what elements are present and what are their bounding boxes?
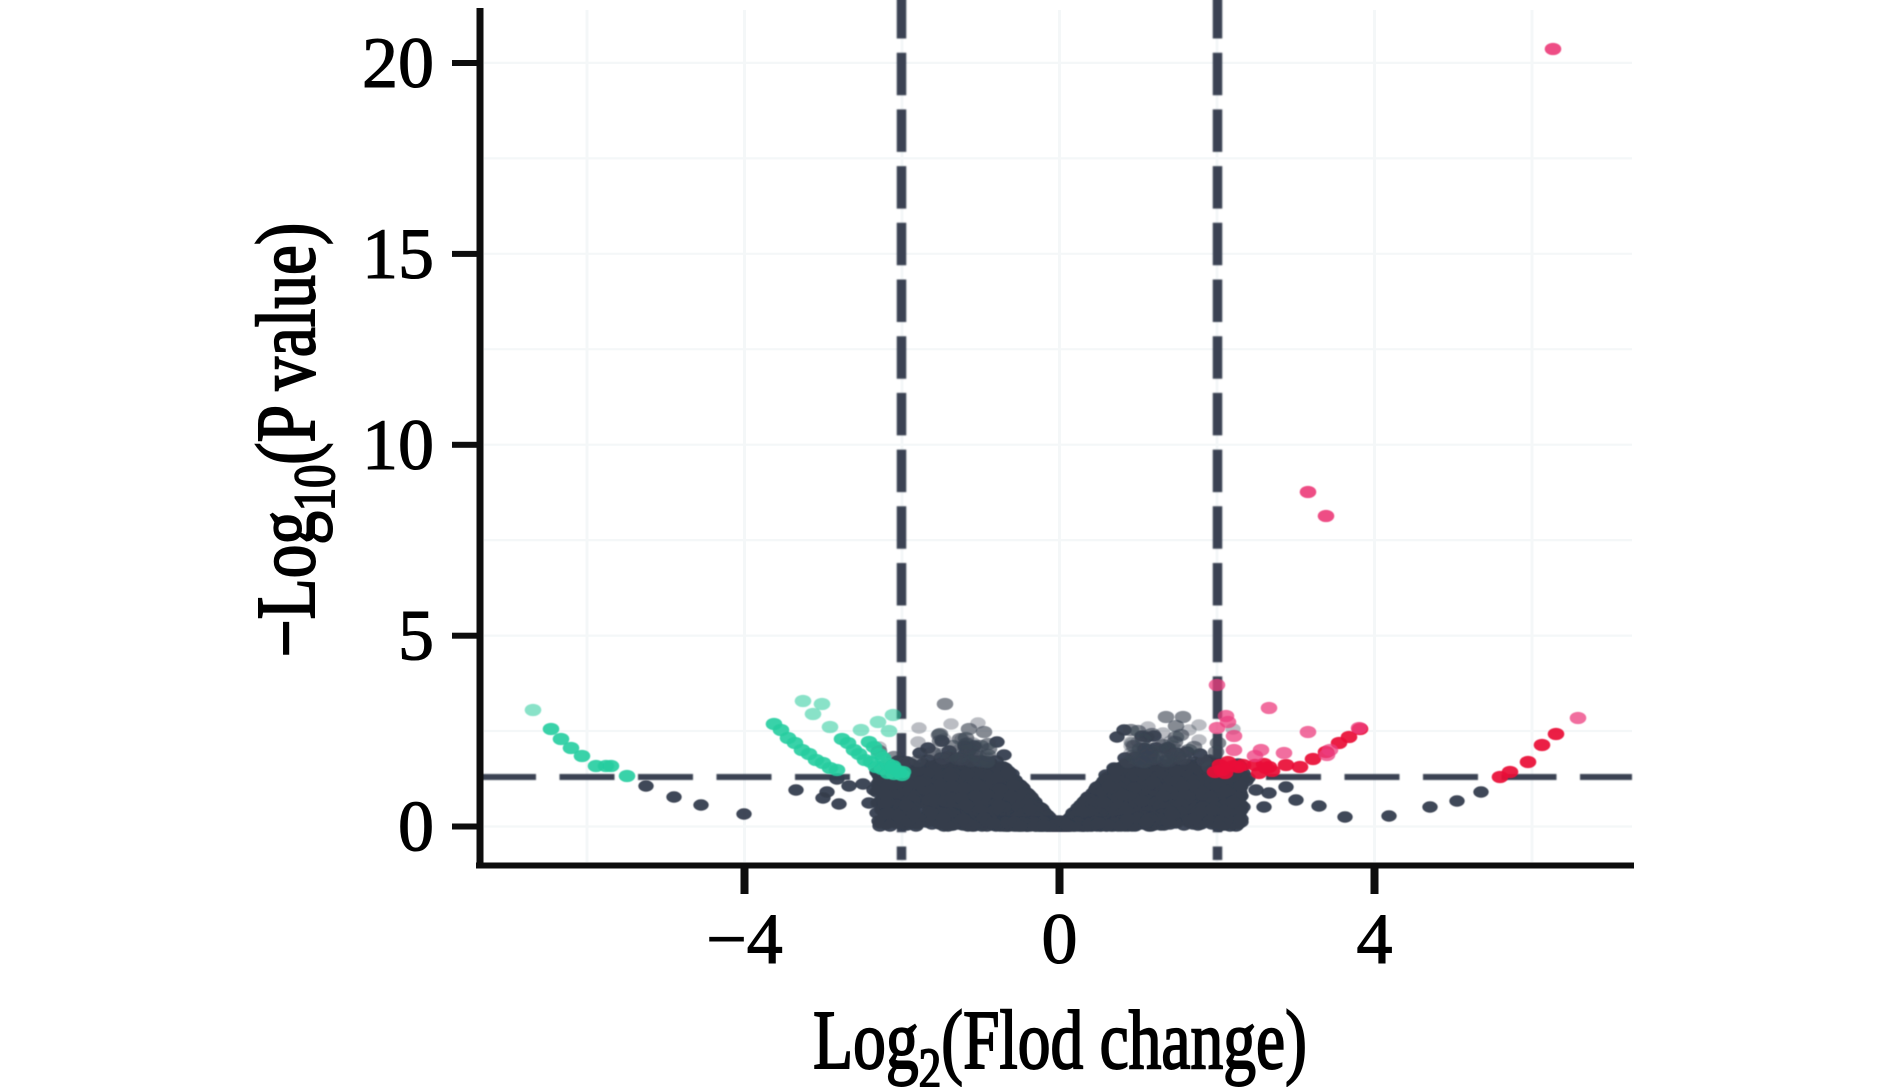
svg-text:Log2(Flod change): Log2(Flod change) <box>813 994 1307 1087</box>
svg-text:4: 4 <box>1357 899 1393 979</box>
svg-text:−4: −4 <box>706 899 783 979</box>
svg-text:20: 20 <box>362 23 434 103</box>
svg-text:15: 15 <box>362 214 434 294</box>
svg-text:10: 10 <box>362 405 434 485</box>
svg-text:0: 0 <box>1042 899 1078 979</box>
svg-text:5: 5 <box>398 596 434 676</box>
svg-text:0: 0 <box>398 787 434 867</box>
svg-text:−Log10(P value): −Log10(P value) <box>240 223 347 657</box>
